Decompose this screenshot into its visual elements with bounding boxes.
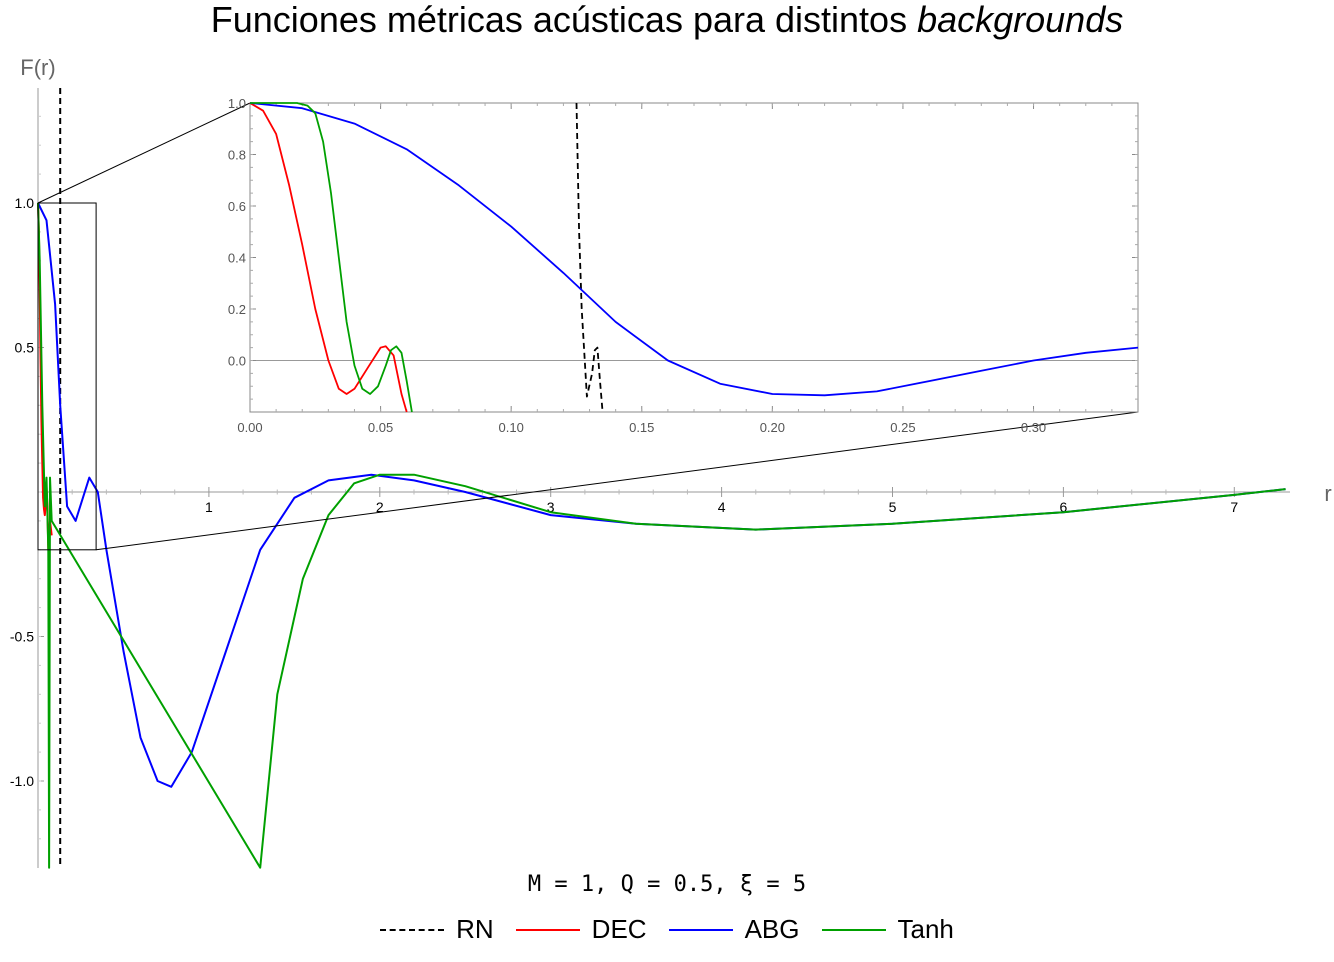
legend-swatch — [821, 928, 886, 931]
main-series-tanh — [37, 202, 1286, 869]
x-tick-label: 4 — [718, 499, 726, 515]
inset-x-tick-label: 0.30 — [1021, 420, 1046, 435]
inset-plot: 0.00 0.05 0.10 0.15 0.20 0.25 0.30 0.0 0.2 0.4 0.6… — [228, 96, 1139, 435]
legend-label: Tanh — [897, 914, 954, 944]
y-tick-label: 0.5 — [15, 340, 35, 356]
y-tick-label: -0.5 — [10, 629, 34, 645]
parameters-label: M = 1, Q = 0.5, ξ = 5 — [527, 872, 807, 897]
legend-item-tanh: Tanh — [821, 914, 954, 945]
x-tick-label: 1 — [205, 499, 213, 515]
inset-y-tick-label: 0.4 — [228, 251, 246, 266]
inset-series-tanh — [250, 102, 413, 413]
inset-x-tick-label: 0.05 — [368, 420, 393, 435]
legend-item-abg: ABG — [668, 914, 800, 945]
inset-x-tick-label: 0.00 — [237, 420, 262, 435]
legend-label: RN — [456, 914, 494, 944]
inset-series-dec — [249, 102, 408, 413]
inset-x-tick-label: 0.15 — [629, 420, 654, 435]
zoom-box — [37, 102, 1139, 551]
legend-swatch — [380, 928, 445, 931]
x-tick-label: 5 — [889, 499, 897, 515]
y-tick-label: -1.0 — [10, 773, 34, 789]
inset-y-tick-label: 0.0 — [228, 354, 246, 369]
inset-x-tick-label: 0.10 — [499, 420, 524, 435]
chart-title-italic: backgrounds — [917, 0, 1124, 40]
chart-title: Funciones métricas acústicas para distin… — [0, 0, 1334, 40]
x-axis-label: r — [1324, 481, 1331, 506]
inset-y-tick-label: 0.8 — [228, 148, 246, 163]
x-tick-label: 6 — [1060, 499, 1068, 515]
main-plot: 1 2 3 4 5 6 7 -1.0 -0.5 0.5 1.0 F(r) r — [10, 55, 1332, 869]
chart-title-main: Funciones métricas acústicas para distin… — [210, 0, 918, 40]
inset-x-tick-label: 0.25 — [890, 420, 915, 435]
legend: RN DEC ABG Tanh — [0, 914, 1334, 945]
y-tick-label: 1.0 — [15, 195, 35, 211]
legend-item-dec: DEC — [515, 914, 647, 945]
legend-item-rn: RN — [380, 914, 494, 945]
x-tick-label: 2 — [376, 499, 384, 515]
inset-y-tick-label: 0.2 — [228, 302, 246, 317]
legend-swatch — [515, 928, 580, 931]
y-axis-label: F(r) — [20, 55, 55, 80]
legend-label: ABG — [744, 914, 800, 944]
zoom-connector-bottom — [96, 411, 1139, 551]
inset-series-abg — [249, 102, 1139, 397]
inset-y-tick-label: 0.6 — [228, 199, 246, 214]
zoom-region-box — [37, 202, 97, 551]
zoom-connector-top — [37, 102, 251, 204]
inset-series-rn — [575, 102, 604, 413]
x-tick-label: 7 — [1230, 499, 1238, 515]
inset-x-tick-label: 0.20 — [760, 420, 785, 435]
inset-y-tick-label: 1.0 — [228, 96, 246, 111]
legend-swatch — [668, 928, 733, 931]
legend-label: DEC — [591, 914, 647, 944]
x-tick-label: 3 — [547, 499, 555, 515]
